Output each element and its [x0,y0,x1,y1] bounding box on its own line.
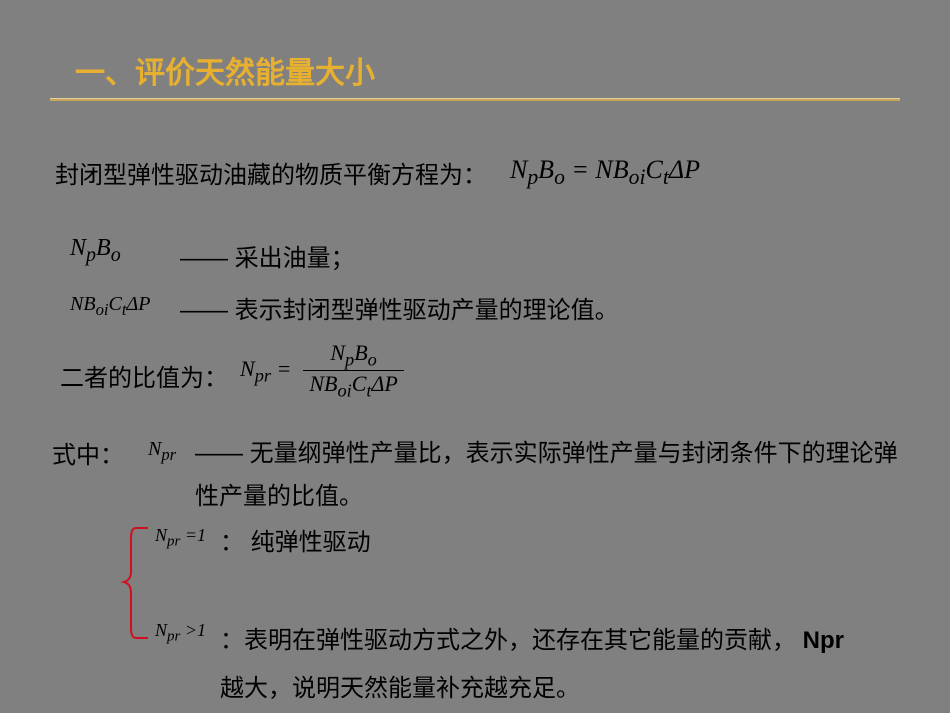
intro-text: 封闭型弹性驱动油藏的物质平衡方程为： [55,155,487,190]
ratio-denominator: NBoiCtΔP [303,370,404,401]
where-label: 式中： [52,435,124,470]
ratio-label: 二者的比值为： [60,358,228,393]
ratio-fraction: NpBo NBoiCtΔP [303,340,404,402]
term1-equation: NpBo [70,235,121,267]
case2-post: 越大，说明天然能量补充越充足。 [220,675,580,702]
case2-pre: ：表明在弹性驱动方式之外，还存在其它能量的贡献， [220,627,803,654]
case2-equation: Npr >1 [155,620,206,646]
case2-text: ：表明在弹性驱动方式之外，还存在其它能量的贡献， Npr 越大，说明天然能量补充… [220,617,920,713]
section-title: 一、评价天然能量大小 [75,48,375,92]
ratio-equation: Npr = NpBo NBoiCtΔP [240,340,404,402]
case-bracket-icon [118,520,153,645]
case1-equation: Npr =1 [155,525,206,551]
ratio-numerator: NpBo [303,340,404,370]
term2-description: —— 表示封闭型弹性驱动产量的理论值。 [180,290,619,325]
term2-equation: NBoiCtΔP [70,293,150,320]
npr-bold-label: Npr [803,627,844,654]
ratio-left: Npr = [240,356,291,386]
npr-symbol: Npr [148,438,176,465]
title-underline [50,98,900,101]
main-equation: NpBo = NBoiCtΔP [510,155,700,190]
term1-description: —— 采出油量； [180,238,355,273]
case1-text: ： 纯弹性驱动 [220,522,371,557]
npr-description: —— 无量纲弹性产量比，表示实际弹性产量与封闭条件下的理论弹性产量的比值。 [195,432,915,518]
